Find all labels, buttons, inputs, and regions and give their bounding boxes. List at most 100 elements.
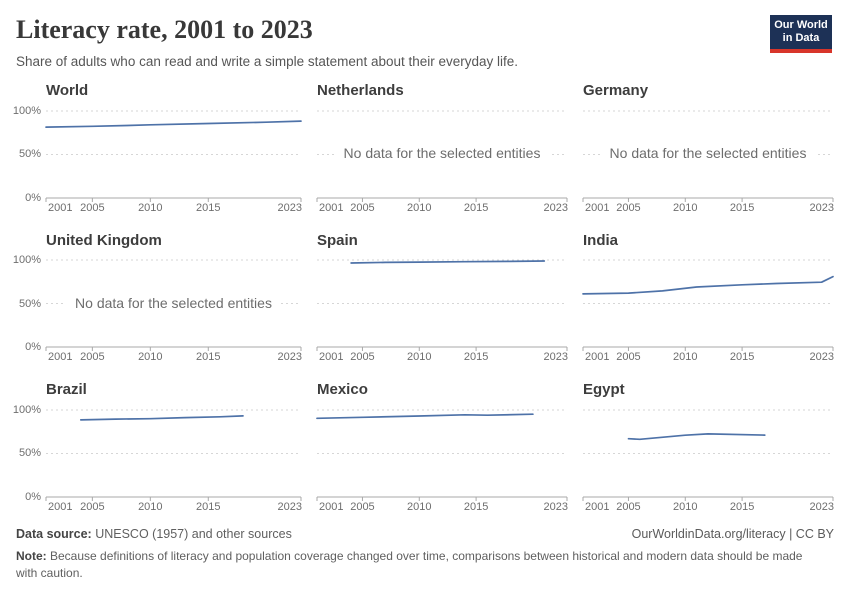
x-tick-label: 2001 — [48, 202, 72, 214]
data-line — [582, 275, 834, 295]
chart-panel: World 0% 50% 100% 2001 2005 2010 2015 2023 — [12, 82, 302, 217]
panel-title: United Kingdom — [46, 231, 162, 249]
x-tick-label: 2015 — [464, 202, 488, 214]
x-tick-label: 2001 — [48, 351, 72, 363]
x-tick-label: 2015 — [464, 351, 488, 363]
y-tick-label: 100% — [12, 254, 41, 267]
panel-title: Netherlands — [317, 82, 404, 100]
plot-area: 2001 2005 2010 2015 2023 — [316, 406, 568, 516]
plot-area: 2001 2005 2010 2015 2023 — [45, 406, 302, 516]
panel-svg: 2001 2005 2010 2015 2023 — [582, 259, 834, 363]
y-tick-label: 50% — [18, 297, 41, 310]
x-tick-label: 2023 — [278, 351, 302, 363]
footer-note: Note: Because definitions of literacy an… — [16, 548, 806, 583]
x-tick-label: 2005 — [350, 501, 374, 513]
owid-logo-line1: Our World — [774, 19, 828, 32]
y-axis-labels: 0% 50% 100% — [12, 254, 46, 366]
x-tick-label: 2015 — [196, 501, 220, 513]
x-tick-label: 2005 — [616, 202, 640, 214]
chart-panel: Netherlands 2001 2005 2010 2015 2023 No data… — [316, 82, 568, 217]
data-source-label: Data source: — [16, 527, 92, 541]
x-tick-label: 2010 — [673, 351, 697, 363]
data-line — [350, 260, 546, 265]
x-tick-label: 2001 — [319, 501, 343, 513]
charts-grid: World 0% 50% 100% 2001 2005 2010 2015 2023 Net… — [12, 82, 834, 516]
x-tick-label: 2023 — [810, 202, 834, 214]
x-tick-label: 2001 — [319, 351, 343, 363]
owid-license-link[interactable]: OurWorldinData.org/literacy | CC BY — [631, 527, 834, 541]
panel-svg: 2001 2005 2010 2015 2023 — [316, 110, 568, 214]
y-axis-labels: 0% 50% 100% — [12, 104, 46, 217]
y-axis-labels: 0% 50% 100% — [12, 403, 46, 516]
y-tick-label: 0% — [25, 341, 41, 354]
data-line — [627, 432, 766, 440]
chart-panel: Germany 2001 2005 2010 2015 2023 No data for… — [582, 82, 834, 217]
plot-area: 2001 2005 2010 2015 2023 No data for the sel… — [316, 107, 568, 217]
chart-footer: Data source: UNESCO (1957) and other sou… — [16, 527, 834, 583]
x-tick-label: 2005 — [350, 351, 374, 363]
x-tick-label: 2023 — [810, 351, 834, 363]
y-tick-label: 100% — [12, 104, 41, 117]
x-tick-label: 2005 — [350, 202, 374, 214]
panel-title: World — [46, 82, 89, 100]
x-tick-label: 2010 — [138, 351, 162, 363]
page-subtitle: Share of adults who can read and write a… — [16, 54, 519, 70]
data-line — [316, 413, 534, 419]
panel-title: Germany — [583, 82, 649, 100]
x-tick-label: 2010 — [138, 202, 162, 214]
plot-area: 2001 2005 2010 2015 2023 — [45, 107, 302, 217]
x-tick-label: 2015 — [464, 501, 488, 513]
panel-svg: 2001 2005 2010 2015 2023 — [316, 259, 568, 363]
owid-logo[interactable]: Our World in Data — [770, 15, 832, 53]
panel-svg: 2001 2005 2010 2015 2023 — [45, 259, 302, 363]
panel-title: India — [583, 231, 619, 249]
x-tick-label: 2001 — [48, 501, 72, 513]
note-label: Note: — [16, 549, 47, 563]
data-source-line: Data source: UNESCO (1957) and other sou… — [16, 527, 292, 541]
x-tick-label: 2015 — [730, 501, 754, 513]
x-tick-label: 2015 — [730, 202, 754, 214]
panel-svg: 2001 2005 2010 2015 2023 — [45, 409, 302, 513]
x-tick-label: 2015 — [730, 351, 754, 363]
panel-title: Spain — [317, 231, 358, 249]
chart-panel: United Kingdom 0% 50% 100% 2001 2005 2010 201… — [12, 231, 302, 367]
chart-panel: Brazil 0% 50% 100% 2001 2005 2010 2015 2023 — [12, 382, 302, 516]
panel-svg: 2001 2005 2010 2015 2023 — [316, 409, 568, 513]
chart-panel: India 2001 2005 2010 2015 2023 — [582, 231, 834, 367]
x-tick-label: 2001 — [319, 202, 343, 214]
data-source-text: UNESCO (1957) and other sources — [91, 527, 292, 541]
x-tick-label: 2010 — [407, 202, 431, 214]
plot-area: 2001 2005 2010 2015 2023 — [582, 406, 834, 516]
note-text: Because definitions of literacy and popu… — [16, 549, 803, 581]
x-tick-label: 2023 — [810, 501, 834, 513]
panel-svg: 2001 2005 2010 2015 2023 — [582, 110, 834, 214]
x-tick-label: 2023 — [544, 202, 568, 214]
x-tick-label: 2005 — [80, 202, 104, 214]
y-tick-label: 100% — [12, 403, 41, 416]
chart-panel: Egypt 2001 2005 2010 2015 2023 — [582, 382, 834, 516]
page-title: Literacy rate, 2001 to 2023 — [16, 15, 313, 44]
x-tick-label: 2010 — [673, 202, 697, 214]
x-tick-label: 2001 — [585, 351, 609, 363]
x-tick-label: 2005 — [80, 501, 104, 513]
x-tick-label: 2023 — [278, 501, 302, 513]
y-tick-label: 0% — [25, 490, 41, 503]
panel-title: Mexico — [317, 381, 368, 399]
x-tick-label: 2010 — [407, 501, 431, 513]
chart-panel: Spain 2001 2005 2010 2015 2023 — [316, 231, 568, 367]
x-tick-label: 2005 — [616, 351, 640, 363]
y-tick-label: 0% — [25, 191, 41, 204]
x-tick-label: 2010 — [138, 501, 162, 513]
y-tick-label: 50% — [18, 447, 41, 460]
plot-area: 2001 2005 2010 2015 2023 No data for the sel… — [45, 256, 302, 366]
chart-panel: Mexico 2001 2005 2010 2015 2023 — [316, 381, 568, 516]
x-tick-label: 2015 — [196, 202, 220, 214]
x-tick-label: 2023 — [544, 501, 568, 513]
plot-area: 2001 2005 2010 2015 2023 — [316, 256, 568, 366]
x-tick-label: 2015 — [196, 351, 220, 363]
owid-logo-line2: in Data — [782, 32, 820, 44]
x-tick-label: 2005 — [80, 351, 104, 363]
data-line — [79, 414, 244, 421]
x-tick-label: 2010 — [407, 351, 431, 363]
